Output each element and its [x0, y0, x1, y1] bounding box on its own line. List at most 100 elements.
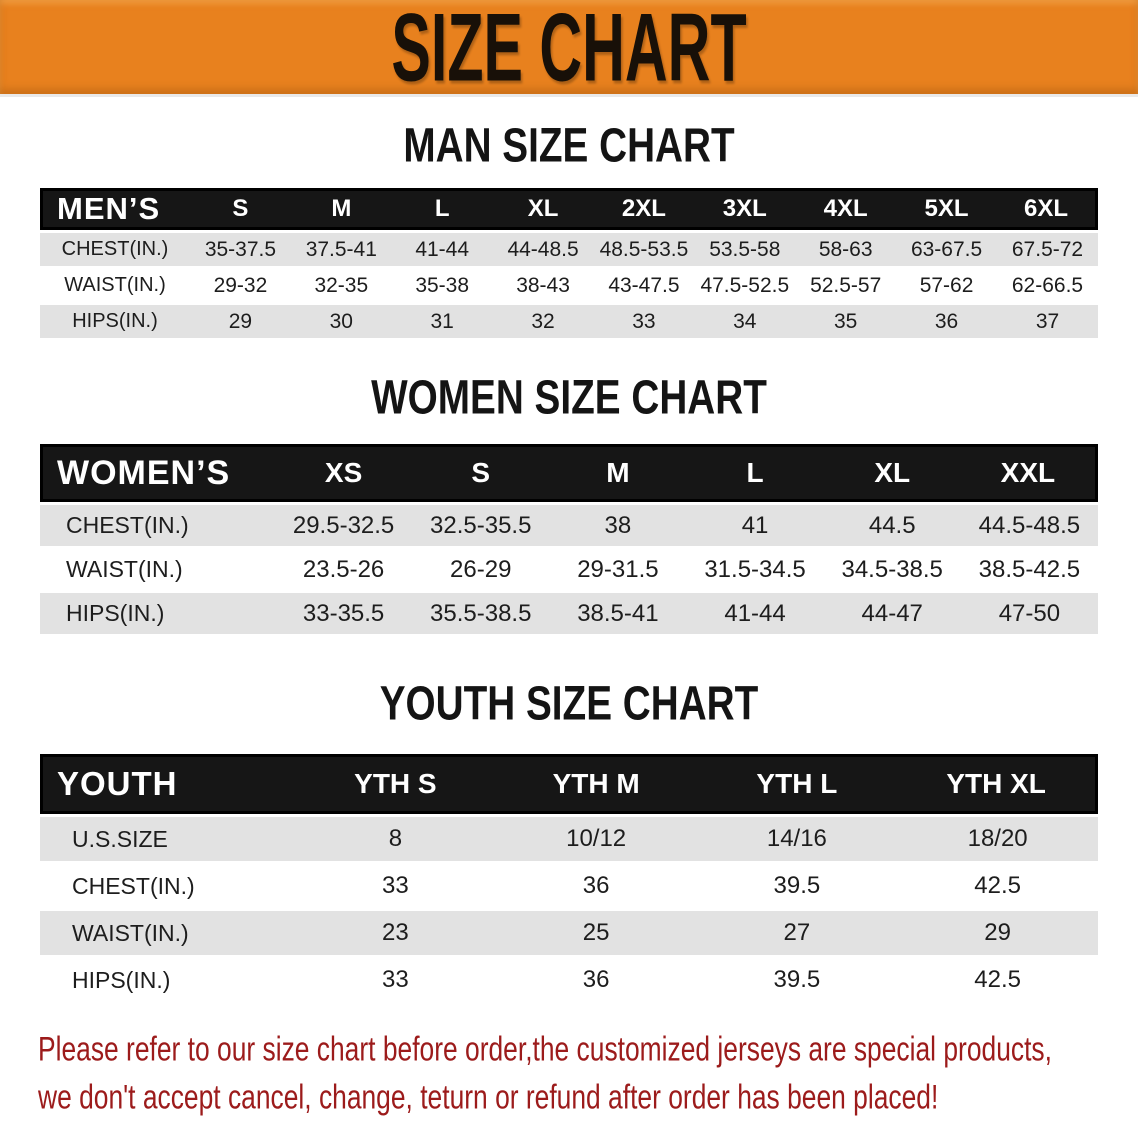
measurement-cell: 62-66.5: [997, 269, 1098, 302]
disclaimer-line-2: we don't accept cancel, change, teturn o…: [38, 1077, 939, 1116]
table-title-cell: WOMEN’S: [40, 444, 275, 502]
measurement-cell: 33: [295, 864, 496, 908]
table-title-cell: YOUTH: [40, 754, 295, 814]
size-header-cell: L: [686, 444, 824, 502]
row-label-cell: CHEST(IN.): [40, 505, 275, 546]
measurement-cell: 42.5: [897, 864, 1098, 908]
size-header-cell: XL: [492, 188, 594, 230]
table-row: HIPS(IN.) 33-35.5 35.5-38.5 38.5-41 41-44 44-…: [40, 593, 1098, 634]
size-header-cell: YTH XL: [897, 754, 1098, 814]
measurement-cell: 41-44: [391, 233, 493, 266]
measurement-cell: 47.5-52.5: [694, 269, 796, 302]
measurement-cell: 48.5-53.5: [593, 233, 695, 266]
measurement-cell: 41: [686, 505, 824, 546]
table-row: U.S.SIZE 8 10/12 14/16 18/20: [40, 817, 1098, 861]
measurement-cell: 36: [896, 305, 997, 338]
measurement-cell: 32.5-35.5: [412, 505, 550, 546]
measurement-cell: 44-48.5: [492, 233, 594, 266]
measurement-cell: 35.5-38.5: [412, 593, 550, 634]
measurement-cell: 32: [492, 305, 594, 338]
measurement-cell: 39.5: [696, 864, 898, 908]
measurement-cell: 38-43: [492, 269, 594, 302]
measurement-cell: 30: [290, 305, 392, 338]
size-chart-section-men: MAN SIZE CHART MEN’S S M L XL 2XL 3XL 4XL 5XL 6XL C…: [0, 118, 1138, 341]
measurement-cell: 63-67.5: [896, 233, 997, 266]
row-label-cell: HIPS(IN.): [40, 305, 190, 338]
section-heading-men: MAN SIZE CHART: [403, 118, 735, 173]
measurement-cell: 37.5-41: [290, 233, 392, 266]
table-title-cell: MEN’S: [40, 188, 190, 230]
measurement-cell: 34: [694, 305, 796, 338]
measurement-cell: 14/16: [696, 817, 898, 861]
row-label-cell: CHEST(IN.): [40, 233, 190, 266]
measurement-cell: 10/12: [495, 817, 697, 861]
header-row: WOMEN’S XS S M L XL XXL: [40, 444, 1098, 502]
measurement-cell: 35-38: [391, 269, 493, 302]
page-title: SIZE CHART: [391, 0, 747, 101]
table-row: CHEST(IN.) 29.5-32.5 32.5-35.5 38 41 44.5 44.5…: [40, 505, 1098, 546]
row-label-cell: U.S.SIZE: [40, 817, 295, 861]
size-header-cell: M: [290, 188, 392, 230]
measurement-cell: 25: [495, 911, 697, 955]
disclaimer-line-1: Please refer to our size chart before or…: [38, 1029, 1052, 1068]
table-row: CHEST(IN.) 35-37.5 37.5-41 41-44 44-48.5 48.5…: [40, 233, 1098, 266]
measurement-cell: 39.5: [696, 958, 898, 1002]
section-heading-women: WOMEN SIZE CHART: [371, 370, 767, 425]
measurement-cell: 38: [549, 505, 687, 546]
disclaimer: Please refer to our size chart before or…: [38, 1025, 1138, 1121]
measurement-cell: 33: [593, 305, 695, 338]
size-chart-section-women: WOMEN SIZE CHART WOMEN’S XS S M L XL XXL CHEST(I…: [0, 370, 1138, 637]
size-header-cell: 5XL: [896, 188, 997, 230]
youth-size-table: YOUTH YTH S YTH M YTH L YTH XL U.S.SIZE 8 10/12…: [40, 751, 1098, 1005]
measurement-cell: 53.5-58: [694, 233, 796, 266]
measurement-cell: 29: [190, 305, 291, 338]
measurement-cell: 67.5-72: [997, 233, 1098, 266]
size-header-cell: XL: [823, 444, 961, 502]
size-header-cell: M: [549, 444, 687, 502]
table-row: HIPS(IN.) 29 30 31 32 33 34 35 36 37: [40, 305, 1098, 338]
table-row: WAIST(IN.) 23 25 27 29: [40, 911, 1098, 955]
size-chart-section-youth: YOUTH SIZE CHART YOUTH YTH S YTH M YTH L YTH …: [0, 676, 1138, 1005]
row-label-cell: WAIST(IN.): [40, 269, 190, 302]
measurement-cell: 31.5-34.5: [686, 549, 824, 590]
size-header-cell: 6XL: [997, 188, 1098, 230]
measurement-cell: 33-35.5: [275, 593, 413, 634]
header-row: YOUTH YTH S YTH M YTH L YTH XL: [40, 754, 1098, 814]
size-header-cell: S: [190, 188, 291, 230]
size-header-cell: S: [412, 444, 550, 502]
row-label-cell: WAIST(IN.): [40, 549, 275, 590]
measurement-cell: 29.5-32.5: [275, 505, 413, 546]
measurement-cell: 58-63: [795, 233, 897, 266]
header-row: MEN’S S M L XL 2XL 3XL 4XL 5XL 6XL: [40, 188, 1098, 230]
banner: SIZE CHART: [0, 0, 1138, 101]
size-header-cell: XS: [275, 444, 413, 502]
measurement-cell: 34.5-38.5: [823, 549, 961, 590]
size-header-cell: XXL: [960, 444, 1098, 502]
row-label-cell: HIPS(IN.): [40, 593, 275, 634]
row-label-cell: CHEST(IN.): [40, 864, 295, 908]
table-row: WAIST(IN.) 23.5-26 26-29 29-31.5 31.5-34.5 34…: [40, 549, 1098, 590]
men-size-table: MEN’S S M L XL 2XL 3XL 4XL 5XL 6XL CHEST(IN.) 35-37…: [40, 185, 1098, 341]
measurement-cell: 23.5-26: [275, 549, 413, 590]
measurement-cell: 29-31.5: [549, 549, 687, 590]
size-header-cell: 2XL: [593, 188, 695, 230]
size-chart-sections: MAN SIZE CHART MEN’S S M L XL 2XL 3XL 4XL 5XL 6XL C…: [0, 118, 1138, 1005]
measurement-cell: 38.5-42.5: [960, 549, 1098, 590]
size-header-cell: 4XL: [795, 188, 897, 230]
section-heading-youth: YOUTH SIZE CHART: [379, 676, 759, 731]
measurement-cell: 33: [295, 958, 496, 1002]
measurement-cell: 32-35: [290, 269, 392, 302]
table-row: WAIST(IN.) 29-32 32-35 35-38 38-43 43-47.5 47.…: [40, 269, 1098, 302]
measurement-cell: 29: [897, 911, 1098, 955]
measurement-cell: 27: [696, 911, 898, 955]
row-label-cell: WAIST(IN.): [40, 911, 295, 955]
measurement-cell: 37: [997, 305, 1098, 338]
measurement-cell: 35-37.5: [190, 233, 291, 266]
measurement-cell: 36: [495, 864, 697, 908]
measurement-cell: 52.5-57: [795, 269, 897, 302]
measurement-cell: 44.5-48.5: [960, 505, 1098, 546]
measurement-cell: 18/20: [897, 817, 1098, 861]
size-header-cell: YTH M: [495, 754, 697, 814]
measurement-cell: 44-47: [823, 593, 961, 634]
measurement-cell: 36: [495, 958, 697, 1002]
